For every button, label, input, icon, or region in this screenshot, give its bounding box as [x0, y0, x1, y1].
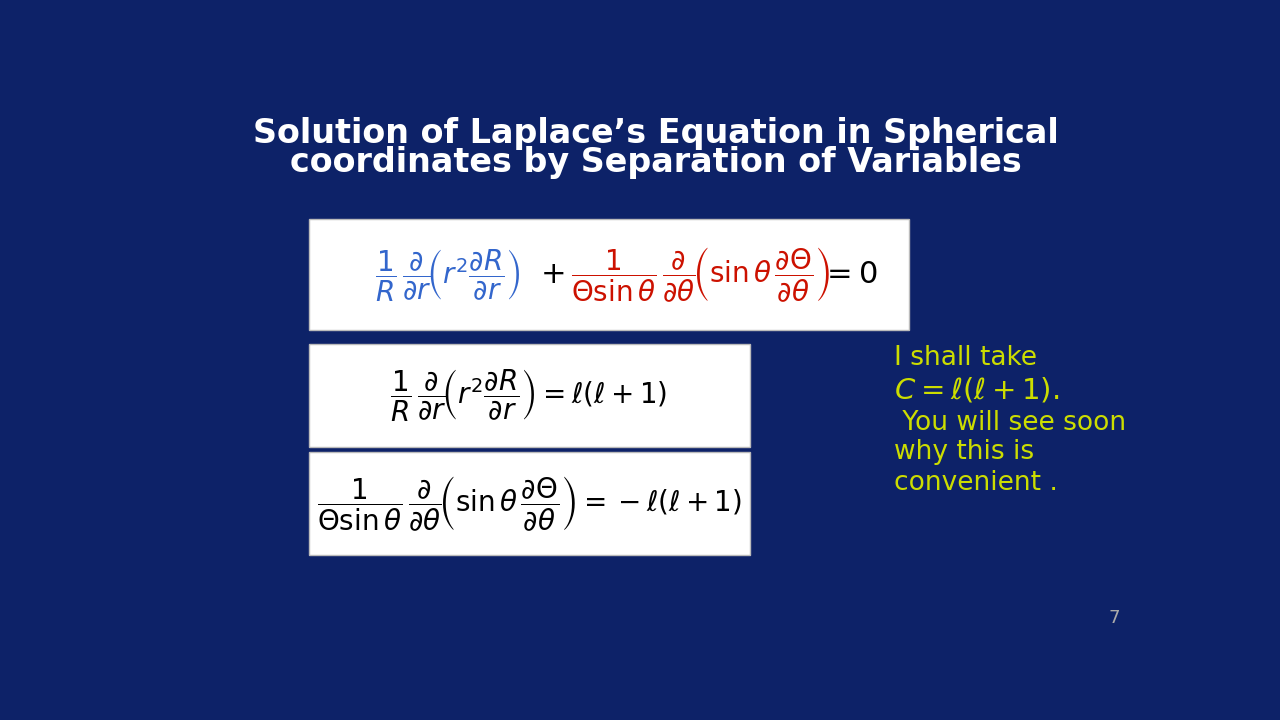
Text: convenient .: convenient .: [895, 469, 1059, 496]
Text: $C = \ell(\ell + 1).$: $C = \ell(\ell + 1).$: [895, 375, 1060, 404]
Text: Solution of Laplace’s Equation in Spherical: Solution of Laplace’s Equation in Spheri…: [253, 117, 1059, 150]
Text: $\dfrac{1}{R}\,\dfrac{\partial}{\partial r}\!\left(r^2\dfrac{\partial R}{\partia: $\dfrac{1}{R}\,\dfrac{\partial}{\partial…: [375, 247, 521, 303]
Text: $+$: $+$: [540, 261, 564, 289]
Text: why this is: why this is: [895, 439, 1034, 465]
FancyBboxPatch shape: [308, 220, 909, 330]
Text: 7: 7: [1108, 608, 1120, 626]
FancyBboxPatch shape: [308, 452, 750, 555]
Text: coordinates by Separation of Variables: coordinates by Separation of Variables: [291, 146, 1021, 179]
FancyBboxPatch shape: [308, 344, 750, 446]
Text: $= 0$: $= 0$: [820, 261, 878, 289]
Text: $\dfrac{1}{\Theta\sin\theta}\,\dfrac{\partial}{\partial\theta}\!\left(\sin\theta: $\dfrac{1}{\Theta\sin\theta}\,\dfrac{\pa…: [571, 246, 831, 305]
Text: You will see soon: You will see soon: [895, 410, 1126, 436]
Text: $\dfrac{1}{R}\,\dfrac{\partial}{\partial r}\!\left(r^2\dfrac{\partial R}{\partia: $\dfrac{1}{R}\,\dfrac{\partial}{\partial…: [390, 367, 668, 423]
Text: I shall take: I shall take: [895, 345, 1037, 371]
Text: $\dfrac{1}{\Theta\sin\theta}\,\dfrac{\partial}{\partial\theta}\!\left(\sin\theta: $\dfrac{1}{\Theta\sin\theta}\,\dfrac{\pa…: [316, 474, 741, 533]
